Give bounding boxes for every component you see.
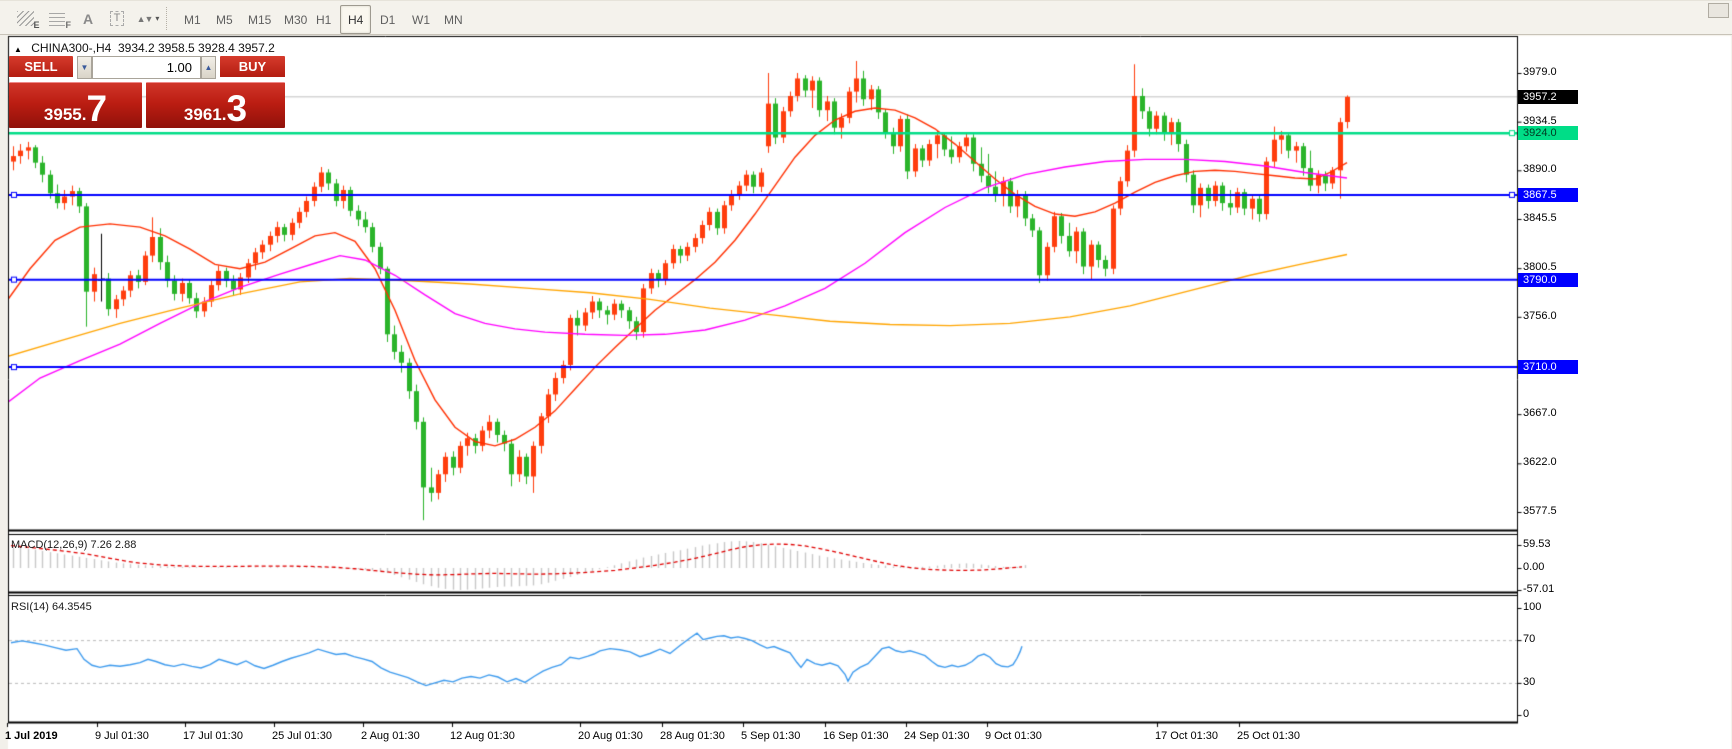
cursor-arrows-tool[interactable]: ▲▼ ▾ bbox=[133, 5, 163, 32]
chevron-down-icon: ▾ bbox=[155, 14, 160, 23]
text-box-tool[interactable]: T bbox=[102, 5, 132, 32]
rsi-axis-tick: 0 bbox=[1523, 708, 1530, 720]
hatch-pattern-e-tool[interactable]: E bbox=[10, 5, 40, 32]
bid-price-panel[interactable]: 3955. 7 bbox=[9, 82, 142, 128]
price-axis-tick: 3756.0 bbox=[1523, 309, 1557, 322]
rsi-axis-tick: 70 bbox=[1523, 633, 1536, 646]
time-axis-label: 25 Oct 01:30 bbox=[1237, 730, 1300, 742]
macd-axis-tick: -57.01 bbox=[1523, 583, 1555, 596]
collapse-triangle-icon[interactable]: ▲ bbox=[14, 45, 22, 54]
rsi-axis-tick: 100 bbox=[1523, 601, 1542, 613]
macd-axis-tick: 0.00 bbox=[1523, 561, 1545, 573]
time-axis-label: 1 Jul 2019 bbox=[5, 730, 58, 742]
macd-axis-tick: 59.53 bbox=[1523, 537, 1551, 550]
buy-button[interactable]: BUY bbox=[220, 56, 285, 79]
price-axis-tick: 3800.5 bbox=[1523, 261, 1557, 274]
letter-a-icon: A bbox=[82, 10, 94, 27]
chart-ohlc: 3934.2 3958.5 3928.4 3957.2 bbox=[117, 41, 275, 55]
bid-price-big-digit: 7 bbox=[86, 88, 108, 129]
ask-price-panel[interactable]: 3961. 3 bbox=[146, 82, 285, 128]
hatch-e-icon: E bbox=[16, 11, 40, 30]
time-axis-label: 17 Oct 01:30 bbox=[1155, 730, 1218, 742]
timeframe-button-d1[interactable]: D1 bbox=[380, 12, 396, 27]
time-axis-label: 9 Jul 01:30 bbox=[95, 730, 149, 742]
ask-price-big-digit: 3 bbox=[226, 88, 248, 129]
time-axis-label: 12 Aug 01:30 bbox=[450, 730, 515, 742]
time-axis-label: 24 Sep 01:30 bbox=[904, 730, 970, 742]
boxed-t-icon: T bbox=[109, 11, 125, 26]
price-axis-tick: 3890.0 bbox=[1523, 163, 1557, 176]
timeframe-button-w1[interactable]: W1 bbox=[412, 12, 430, 27]
trade-controls-row: SELL ▼ ▲ BUY bbox=[9, 56, 285, 79]
timeframe-button-h1[interactable]: H1 bbox=[316, 12, 332, 27]
time-axis-label: 17 Jul 01:30 bbox=[183, 730, 243, 742]
price-axis-tick: 3845.5 bbox=[1523, 211, 1557, 224]
hline-price-badge: 3710.0 bbox=[1518, 360, 1578, 375]
volume-decrease-button[interactable]: ▼ bbox=[77, 56, 92, 79]
price-axis-tick: 3577.5 bbox=[1523, 505, 1557, 517]
text-label-tool[interactable]: A bbox=[73, 5, 103, 32]
price-axis-tick: 3667.0 bbox=[1523, 407, 1557, 420]
timeframe-button-m5[interactable]: M5 bbox=[216, 12, 233, 27]
time-axis-label: 20 Aug 01:30 bbox=[578, 730, 643, 742]
hline-price-badge: 3790.0 bbox=[1518, 272, 1578, 287]
chart-title: ▲ CHINA300-,H4 3934.2 3958.5 3928.4 3957… bbox=[14, 41, 275, 55]
volume-increase-button[interactable]: ▲ bbox=[201, 56, 216, 79]
timeframe-button-m30[interactable]: M30 bbox=[284, 12, 308, 27]
rsi-label: RSI(14) 64.3545 bbox=[11, 601, 92, 613]
timeframe-button-m15[interactable]: M15 bbox=[248, 12, 272, 27]
hline-price-badge: 3867.5 bbox=[1518, 187, 1578, 202]
time-axis-label: 9 Oct 01:30 bbox=[985, 730, 1042, 742]
time-axis-label: 25 Jul 01:30 bbox=[272, 730, 332, 742]
volume-input[interactable] bbox=[92, 56, 201, 79]
one-click-trade-panel: SELL ▼ ▲ BUY 3955.7 3961.3 bbox=[9, 56, 285, 128]
current-price-badge: 3957.2 bbox=[1518, 89, 1578, 104]
time-axis-label: 16 Sep 01:30 bbox=[823, 730, 889, 742]
price-axis-tick: 3979.0 bbox=[1523, 66, 1557, 78]
ask-price-main: 3961 bbox=[183, 105, 222, 124]
time-axis-label: 5 Sep 01:30 bbox=[741, 730, 801, 742]
timeframe-button-mn[interactable]: MN bbox=[444, 12, 463, 27]
price-axis-tick: 3934.5 bbox=[1523, 114, 1557, 127]
price-axis-tick: 3622.0 bbox=[1523, 456, 1557, 469]
arrows-icon: ▲▼ bbox=[136, 13, 154, 24]
macd-label: MACD(12,26,9) 7.26 2.88 bbox=[11, 539, 137, 551]
rsi-axis-tick: 30 bbox=[1523, 675, 1536, 688]
bid-price-main: 3955 bbox=[43, 105, 82, 124]
timeframe-button-h4[interactable]: H4 bbox=[340, 5, 372, 34]
window-corner-box bbox=[1708, 3, 1729, 18]
dots-f-icon: F bbox=[49, 11, 71, 30]
toolbar-separator bbox=[166, 7, 167, 30]
time-axis-label: 28 Aug 01:30 bbox=[660, 730, 725, 742]
sell-button[interactable]: SELL bbox=[9, 56, 73, 79]
toolbar: E F A T ▲▼ ▾ M1 M5 M15 M30 H1 H4 D1 W1 MN bbox=[0, 0, 1732, 35]
chart-symbol: CHINA300-,H4 bbox=[31, 41, 112, 55]
time-axis-label: 2 Aug 01:30 bbox=[361, 730, 420, 742]
timeframe-button-m1[interactable]: M1 bbox=[184, 12, 201, 27]
dotted-pattern-f-tool[interactable]: F bbox=[42, 5, 72, 32]
hline-price-badge: 3924.0 bbox=[1518, 126, 1578, 141]
